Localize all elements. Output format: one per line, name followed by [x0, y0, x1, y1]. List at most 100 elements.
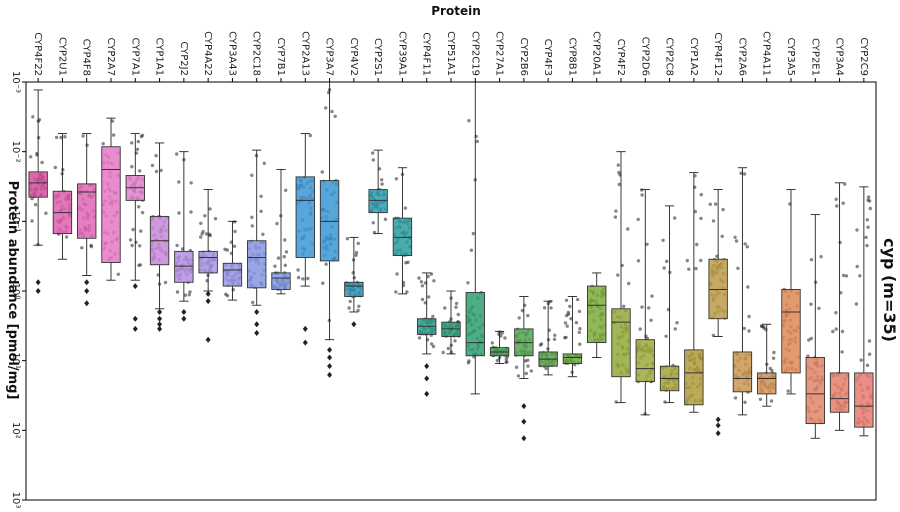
data-point: [64, 235, 69, 239]
data-point: [30, 219, 34, 223]
outlier-marker: [35, 288, 41, 294]
outlier-marker: [205, 336, 211, 343]
data-point: [834, 327, 838, 331]
data-point: [739, 171, 743, 175]
y-tick-label: 10⁻¹: [10, 210, 21, 232]
data-point: [552, 337, 557, 341]
box-CYP2S1: [368, 189, 388, 214]
data-point: [130, 165, 134, 169]
data-point: [809, 336, 813, 341]
data-point: [296, 268, 300, 272]
data-point: [394, 177, 399, 181]
box-CYP8B1: [562, 353, 583, 365]
data-point: [275, 221, 279, 226]
x-tick-label: CYP2C9: [858, 37, 869, 76]
data-point: [345, 237, 350, 241]
data-point: [840, 350, 844, 354]
y-tick-label: 10¹: [10, 352, 21, 369]
data-point: [466, 361, 471, 365]
data-point: [687, 267, 691, 271]
data-point: [110, 119, 115, 123]
box-CYP4V2: [344, 281, 364, 297]
data-point: [500, 331, 504, 335]
data-point: [426, 274, 430, 279]
data-point: [405, 290, 409, 294]
data-point: [867, 339, 872, 343]
data-point: [456, 312, 460, 317]
data-point: [395, 272, 399, 276]
data-point: [664, 334, 668, 338]
data-point: [569, 317, 573, 321]
outlier-marker: [181, 308, 187, 315]
y-tick-label: 10⁻²: [10, 141, 21, 163]
data-point: [154, 154, 158, 158]
data-point: [306, 276, 310, 281]
outlier-marker: [715, 422, 721, 429]
box-CYP2A6: [732, 351, 753, 393]
data-point: [135, 147, 140, 151]
data-point: [441, 350, 445, 355]
data-point: [854, 302, 859, 306]
data-point: [54, 135, 59, 140]
data-point: [685, 258, 689, 263]
data-point: [321, 281, 325, 285]
data-point: [520, 308, 525, 313]
x-tick-label: CYP4F8: [81, 39, 92, 76]
outlier-marker: [327, 346, 333, 353]
data-point: [208, 233, 212, 238]
data-point: [809, 258, 814, 262]
outlier-marker: [132, 283, 138, 290]
data-point: [695, 242, 699, 247]
data-point: [427, 295, 431, 299]
data-point: [865, 218, 869, 222]
data-point: [283, 263, 287, 267]
box-CYP1A2: [684, 349, 704, 406]
data-point: [549, 306, 553, 310]
data-point: [354, 253, 358, 257]
data-point: [177, 211, 181, 215]
outlier-marker: [327, 363, 333, 370]
data-point: [259, 209, 263, 213]
data-point: [490, 341, 494, 345]
x-tick-label: CYP2A6: [736, 37, 747, 76]
data-point: [650, 294, 654, 298]
x-tick-label: CYP2C8: [664, 37, 675, 76]
y-axis-title: Protein abundance [pmol/mg]: [5, 181, 20, 400]
data-point: [432, 279, 436, 283]
data-point: [469, 248, 474, 252]
outlier-marker: [35, 279, 41, 286]
data-point: [564, 298, 569, 302]
data-point: [250, 215, 254, 219]
data-point: [858, 274, 862, 278]
data-point: [116, 272, 121, 276]
box-CYP39A1: [392, 217, 413, 257]
data-point: [262, 161, 266, 165]
data-point: [111, 133, 116, 137]
y-tick-label: 10²: [10, 422, 21, 439]
data-point: [661, 238, 665, 242]
data-point: [175, 152, 179, 156]
outlier-marker: [302, 339, 308, 346]
data-point: [673, 327, 677, 331]
data-point: [175, 290, 180, 294]
data-point: [855, 264, 859, 269]
data-point: [199, 235, 203, 239]
y-tick-label: 10⁻³: [10, 71, 21, 93]
data-point: [614, 209, 618, 213]
outlier-marker: [327, 354, 333, 361]
data-point: [199, 221, 203, 225]
data-point: [574, 321, 579, 325]
data-point: [495, 358, 500, 363]
data-point: [417, 336, 422, 340]
data-point: [232, 244, 237, 248]
data-point: [467, 119, 471, 123]
data-point: [208, 207, 212, 211]
box-CYP4A11: [757, 372, 777, 395]
data-point: [564, 335, 568, 340]
data-point: [324, 106, 328, 110]
data-point: [699, 193, 703, 197]
data-point: [348, 299, 352, 304]
data-point: [544, 366, 548, 371]
data-point: [354, 250, 359, 255]
data-point: [159, 168, 163, 173]
